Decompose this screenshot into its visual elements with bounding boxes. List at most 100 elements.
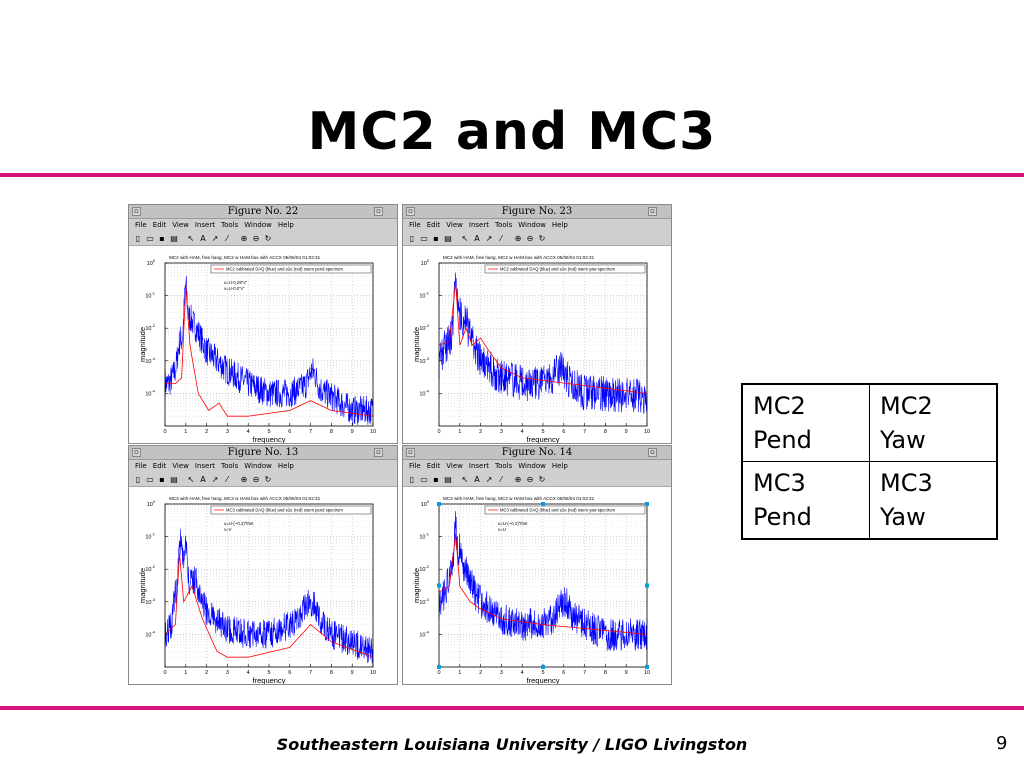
text-insert-icon[interactable]: A — [200, 475, 206, 484]
menu-edit[interactable]: Edit — [426, 462, 441, 470]
menu-insert[interactable]: Insert — [468, 462, 489, 470]
arrow-select-icon[interactable]: ↖ — [187, 234, 195, 243]
menu-window[interactable]: Window — [244, 221, 272, 229]
menu-window[interactable]: Window — [518, 462, 546, 470]
spectrum-chart: 0 1 2 3 4 5 6 7 8 9 10 100 10-1 10-2 10-3 10-4 MC3 with … — [138, 496, 376, 684]
menu-file[interactable]: File — [135, 462, 147, 470]
menu-help[interactable]: Help — [277, 221, 294, 229]
close-icon[interactable]: ▫ — [648, 448, 657, 457]
save-icon[interactable]: ▪ — [433, 475, 439, 484]
menu-tools[interactable]: Tools — [494, 462, 513, 470]
new-file-icon[interactable]: ▯ — [135, 234, 141, 243]
y-tick-label: 10-4 — [145, 388, 155, 397]
window-titlebar[interactable]: Figure No. 14 ▫ ▫ — [403, 446, 671, 460]
zoom-out-icon[interactable]: ⊖ — [526, 234, 534, 243]
menu-edit[interactable]: Edit — [426, 221, 441, 229]
menu-view[interactable]: View — [172, 221, 189, 229]
menu-help[interactable]: Help — [551, 462, 568, 470]
selection-handle[interactable] — [541, 502, 545, 506]
menu-insert[interactable]: Insert — [194, 462, 215, 470]
menu-help[interactable]: Help — [277, 462, 294, 470]
line-insert-icon[interactable]: ⁄ — [500, 234, 502, 243]
menu-edit[interactable]: Edit — [152, 462, 167, 470]
minimize-icon[interactable]: ▫ — [406, 448, 415, 457]
chart-annotation: u=U-0.29"x" — [224, 280, 247, 285]
rotate-icon[interactable]: ↻ — [264, 234, 272, 243]
save-icon[interactable]: ▪ — [433, 234, 439, 243]
window-titlebar[interactable]: Figure No. 13 ▫ ▫ — [129, 446, 397, 460]
open-folder-icon[interactable]: ▭ — [146, 475, 154, 484]
arrow-insert-icon[interactable]: ↗ — [485, 234, 493, 243]
menu-file[interactable]: File — [409, 462, 421, 470]
line-insert-icon[interactable]: ⁄ — [226, 475, 228, 484]
selection-handle[interactable] — [645, 583, 649, 588]
selection-handle[interactable] — [437, 583, 441, 588]
arrow-select-icon[interactable]: ↖ — [461, 475, 469, 484]
open-folder-icon[interactable]: ▭ — [420, 234, 428, 243]
arrow-insert-icon[interactable]: ↗ — [211, 234, 219, 243]
rotate-icon[interactable]: ↻ — [538, 234, 546, 243]
zoom-out-icon[interactable]: ⊖ — [252, 475, 260, 484]
menu-insert[interactable]: Insert — [468, 221, 489, 229]
minimize-icon[interactable]: ▫ — [132, 448, 141, 457]
new-file-icon[interactable]: ▯ — [409, 234, 415, 243]
print-icon[interactable]: ▤ — [444, 475, 452, 484]
window-titlebar[interactable]: Figure No. 22 ▫ ▫ — [129, 205, 397, 219]
menu-help[interactable]: Help — [551, 221, 568, 229]
close-icon[interactable]: ▫ — [374, 448, 383, 457]
minimize-icon[interactable]: ▫ — [132, 207, 141, 216]
selection-handle[interactable] — [437, 665, 441, 669]
zoom-in-icon[interactable]: ⊕ — [240, 475, 248, 484]
rotate-icon[interactable]: ↻ — [264, 475, 272, 484]
arrow-select-icon[interactable]: ↖ — [461, 234, 469, 243]
menu-file[interactable]: File — [135, 221, 147, 229]
x-tick-label: 5 — [267, 670, 270, 676]
print-icon[interactable]: ▤ — [170, 475, 178, 484]
zoom-in-icon[interactable]: ⊕ — [240, 234, 248, 243]
menu-tools[interactable]: Tools — [494, 221, 513, 229]
text-insert-icon[interactable]: A — [474, 234, 480, 243]
window-titlebar[interactable]: Figure No. 23 ▫ ▫ — [403, 205, 671, 219]
open-folder-icon[interactable]: ▭ — [146, 234, 154, 243]
selection-handle[interactable] — [437, 502, 441, 506]
menu-tools[interactable]: Tools — [220, 462, 239, 470]
text-insert-icon[interactable]: A — [200, 234, 206, 243]
window-title: Figure No. 23 — [501, 206, 573, 217]
line-insert-icon[interactable]: ⁄ — [500, 475, 502, 484]
line-insert-icon[interactable]: ⁄ — [226, 234, 228, 243]
menu-tools[interactable]: Tools — [220, 221, 239, 229]
y-axis-label: magnitude — [412, 568, 421, 603]
zoom-out-icon[interactable]: ⊖ — [526, 475, 534, 484]
close-icon[interactable]: ▫ — [648, 207, 657, 216]
print-icon[interactable]: ▤ — [444, 234, 452, 243]
menu-window[interactable]: Window — [244, 462, 272, 470]
arrow-select-icon[interactable]: ↖ — [187, 475, 195, 484]
new-file-icon[interactable]: ▯ — [135, 475, 141, 484]
new-file-icon[interactable]: ▯ — [409, 475, 415, 484]
menu-view[interactable]: View — [446, 221, 463, 229]
menu-edit[interactable]: Edit — [152, 221, 167, 229]
zoom-in-icon[interactable]: ⊕ — [514, 475, 522, 484]
arrow-insert-icon[interactable]: ↗ — [485, 475, 493, 484]
print-icon[interactable]: ▤ — [170, 234, 178, 243]
close-icon[interactable]: ▫ — [374, 207, 383, 216]
menu-insert[interactable]: Insert — [194, 221, 215, 229]
menu-view[interactable]: View — [172, 462, 189, 470]
zoom-out-icon[interactable]: ⊖ — [252, 234, 260, 243]
selection-handle[interactable] — [541, 665, 545, 669]
save-icon[interactable]: ▪ — [159, 475, 165, 484]
open-folder-icon[interactable]: ▭ — [420, 475, 428, 484]
text-insert-icon[interactable]: A — [474, 475, 480, 484]
zoom-in-icon[interactable]: ⊕ — [514, 234, 522, 243]
window-title: Figure No. 22 — [227, 206, 299, 217]
minimize-icon[interactable]: ▫ — [406, 207, 415, 216]
selection-handle[interactable] — [645, 502, 649, 506]
arrow-insert-icon[interactable]: ↗ — [211, 475, 219, 484]
menu-view[interactable]: View — [446, 462, 463, 470]
rotate-icon[interactable]: ↻ — [538, 475, 546, 484]
y-tick-label: 10-4 — [419, 629, 429, 638]
selection-handle[interactable] — [645, 665, 649, 669]
save-icon[interactable]: ▪ — [159, 234, 165, 243]
menu-window[interactable]: Window — [518, 221, 546, 229]
menu-file[interactable]: File — [409, 221, 421, 229]
